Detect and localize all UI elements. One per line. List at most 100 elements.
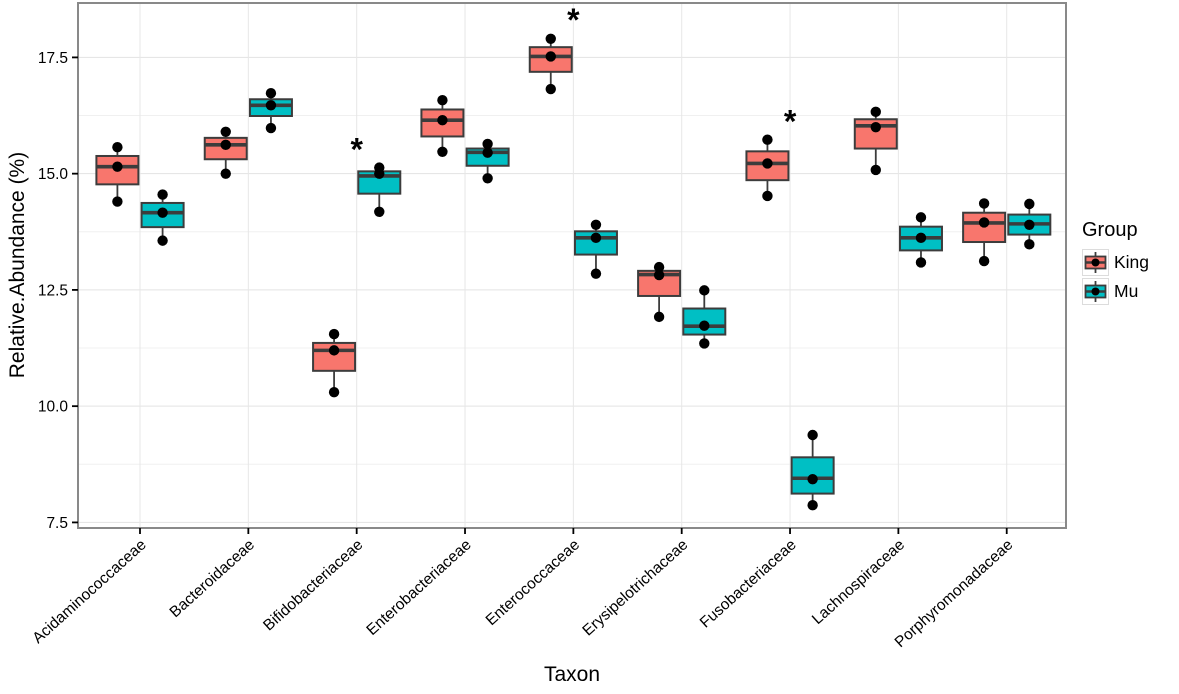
data-point (653, 311, 665, 323)
data-point (157, 207, 168, 218)
data-point (870, 121, 881, 133)
data-point (762, 134, 773, 145)
data-point (482, 147, 493, 158)
legend-label: King (1114, 252, 1150, 272)
significance-asterisk: * (350, 131, 363, 167)
box-mu-Lachnospiraceae (898, 212, 943, 268)
data-point (807, 500, 818, 511)
x-category-label: Lachnospiraceae (809, 536, 908, 628)
significance-asterisk: * (567, 2, 580, 38)
data-point (915, 212, 927, 223)
data-point (437, 94, 448, 106)
data-point (762, 158, 773, 169)
data-point (545, 83, 556, 95)
data-point (328, 345, 340, 356)
data-point (328, 387, 340, 398)
plot-panel (78, 3, 1066, 528)
box-mu-Enterobacteriaceae (465, 138, 510, 184)
y-tick-label: 10.0 (38, 399, 69, 416)
data-point (220, 139, 231, 151)
data-point (157, 189, 168, 200)
y-tick-label: 17.5 (38, 50, 68, 67)
data-point (1024, 239, 1035, 250)
data-point (978, 255, 990, 267)
box-king-Bifidobacteriaceae (312, 328, 357, 398)
data-point (807, 473, 818, 485)
box-king-Bacteroidaceae (203, 126, 248, 179)
y-tick-label: 15.0 (38, 166, 69, 183)
box-king-Acidaminococcaceae (95, 141, 140, 207)
data-point (590, 219, 602, 231)
box-mu-Erysipelotrichaceae (682, 285, 727, 349)
box-mu-Bacteroidaceae (248, 88, 293, 134)
box-mu-Acidaminococcaceae (140, 189, 185, 246)
data-point (762, 190, 773, 202)
box-king-Enterococcaceae (528, 33, 573, 95)
legend: Group King Mu (1082, 219, 1149, 305)
box-mu-Fusobacteriaceae (790, 429, 835, 511)
x-category-label: Bacteroidaceae (167, 536, 258, 621)
data-point (328, 328, 340, 340)
data-point (482, 138, 493, 150)
data-point (978, 198, 990, 209)
data-point (978, 217, 990, 228)
data-point (653, 261, 665, 273)
box-king-Lachnospiraceae (853, 106, 898, 176)
x-category-label: Fusobacteriaceae (697, 536, 800, 631)
data-point (220, 168, 231, 179)
y-tick-label: 7.5 (46, 515, 68, 532)
box-mu-Porphyromonadaceae (1007, 198, 1052, 250)
data-point (653, 269, 665, 281)
box-mu-Enterococcaceae (573, 219, 618, 279)
data-point (545, 33, 556, 45)
data-point (220, 126, 231, 138)
significance-asterisk: * (784, 104, 797, 140)
box-king-Porphyromonadaceae (962, 198, 1007, 267)
data-point (590, 268, 602, 279)
legend-label: Mu (1114, 281, 1139, 301)
data-point (157, 235, 168, 246)
legend-key-king: King (1082, 249, 1149, 276)
data-point (112, 141, 123, 153)
x-category-label: Bifidobacteriaceae (260, 536, 366, 634)
data-point (807, 429, 818, 441)
data-point (870, 164, 881, 176)
data-point (265, 122, 277, 134)
y-tick-label: 12.5 (38, 282, 68, 299)
legend-swatch-icon (1082, 249, 1109, 276)
x-category-label: Enterococcaceae (483, 536, 583, 629)
data-point (437, 114, 448, 126)
data-point (915, 232, 927, 244)
x-category-label: Porphyromonadaceae (892, 536, 1017, 651)
data-point (545, 51, 556, 62)
data-point (1024, 198, 1035, 210)
data-point (265, 88, 277, 99)
data-point (699, 285, 710, 296)
legend-keys: King Mu (1082, 249, 1149, 305)
x-category-label: Acidaminococcaceae (29, 536, 149, 647)
data-point (112, 196, 123, 207)
box-king-Fusobacteriaceae (745, 134, 790, 202)
data-point (374, 206, 385, 217)
data-point (482, 173, 493, 184)
data-point (1024, 219, 1035, 231)
data-point (374, 168, 385, 179)
x-category-label: Enterobacteriaceae (363, 536, 474, 639)
box-king-Erysipelotrichaceae (637, 261, 682, 323)
box-body (790, 456, 835, 495)
data-point (590, 232, 602, 244)
legend-key-mu: Mu (1082, 278, 1149, 305)
box-mu-Bifidobacteriaceae (357, 162, 402, 217)
x-axis-title: Taxon (543, 663, 601, 686)
data-point (870, 106, 881, 118)
y-axis-title: Relative.Abundance (%) (6, 151, 29, 379)
data-point (699, 338, 710, 349)
panel-border (77, 2, 1067, 529)
legend-title: Group (1082, 219, 1138, 241)
data-point (112, 161, 123, 172)
data-point (915, 257, 927, 268)
box-king-Enterobacteriaceae (420, 94, 465, 158)
x-category-label: Erysipelotrichaceae (579, 536, 691, 639)
